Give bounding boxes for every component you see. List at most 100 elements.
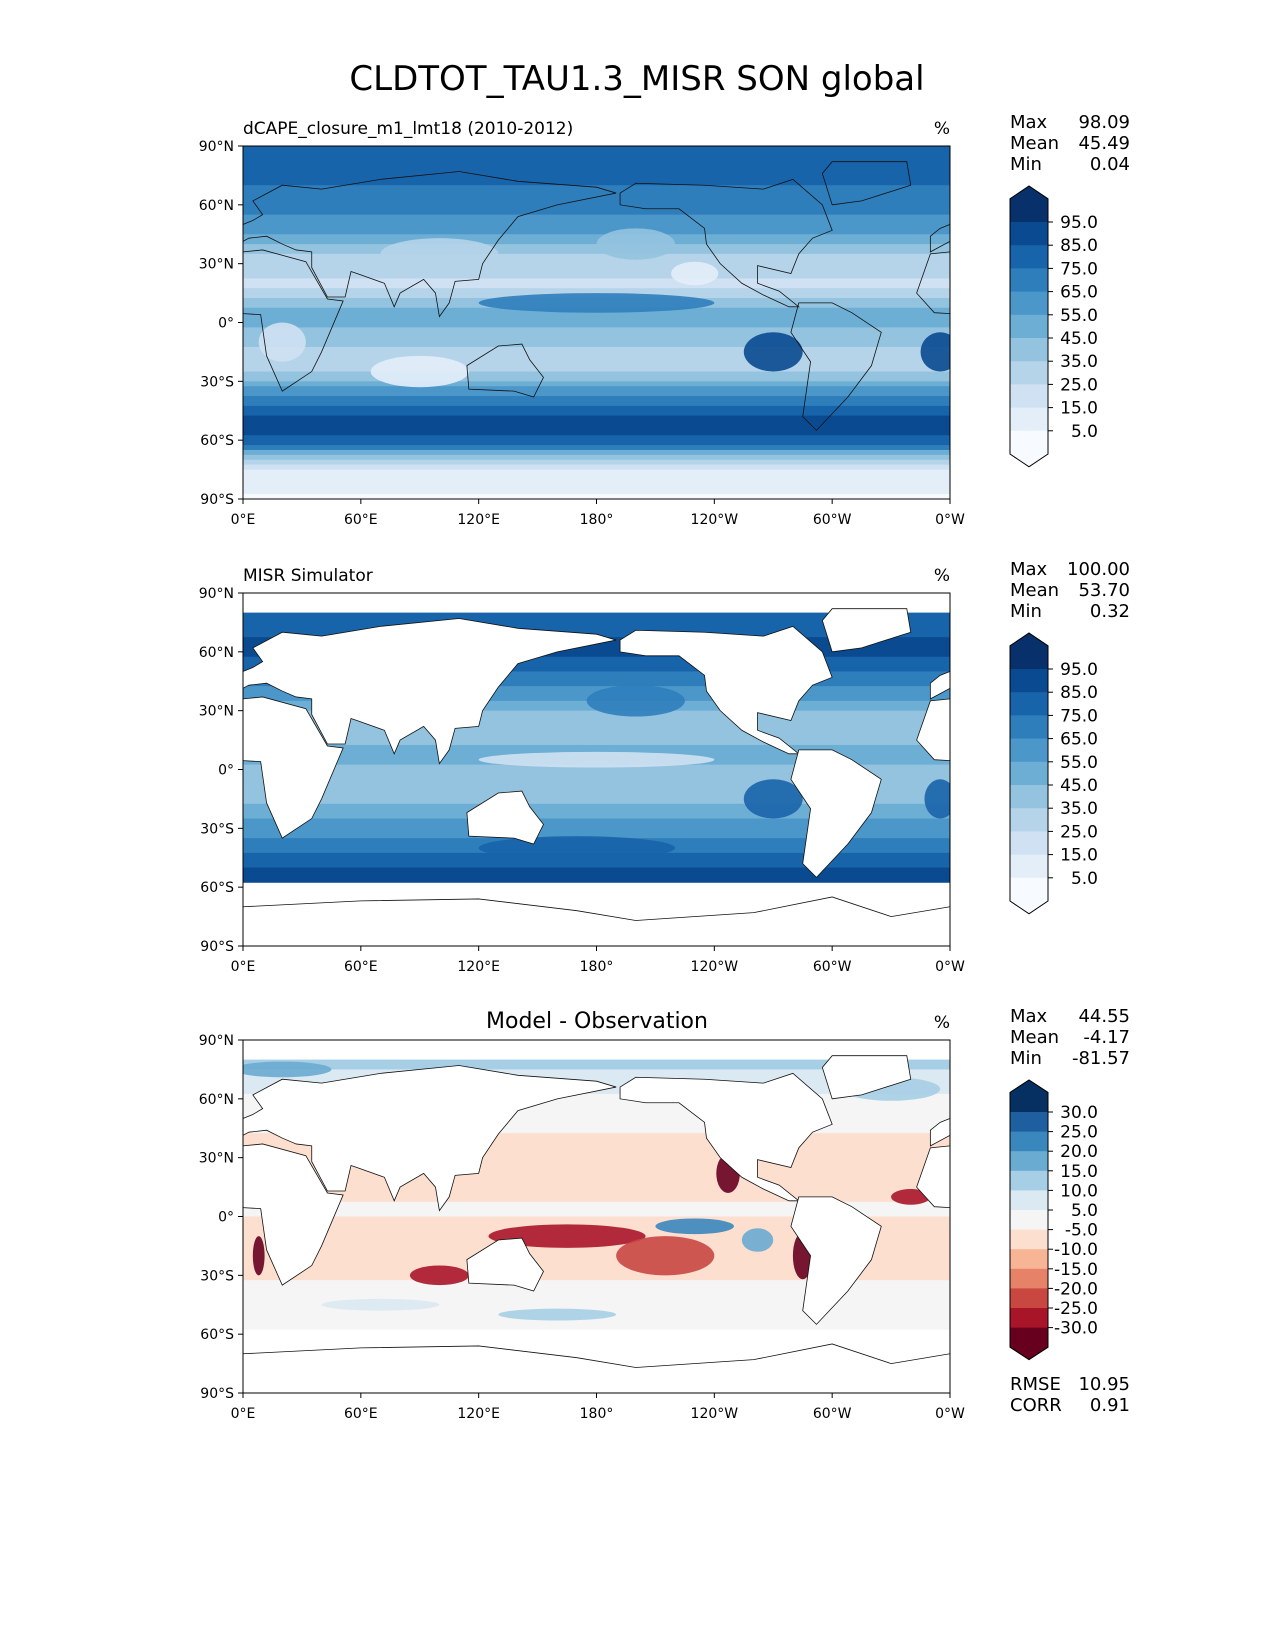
data-band: [243, 1098, 950, 1105]
lat-tick-label: 90°N: [199, 1033, 234, 1049]
data-band: [243, 1250, 950, 1257]
data-band: [243, 666, 950, 672]
coastline-namerica: [619, 1072, 833, 1202]
lon-tick-label: 120°E: [457, 959, 500, 975]
colorbar-segment: [1010, 1308, 1048, 1329]
data-band: [243, 435, 950, 441]
lon-tick-label: 0°E: [231, 1406, 256, 1422]
colorbar-tick-label: 25.0: [1060, 375, 1098, 395]
data-band: [243, 676, 950, 682]
lat-tick-label: 30°N: [199, 257, 234, 273]
colorbar-segment: [1010, 407, 1048, 432]
data-band: [243, 823, 950, 829]
colorbar-segment: [1010, 1229, 1048, 1250]
lat-tick-label: 30°S: [200, 374, 234, 390]
data-band: [243, 857, 950, 864]
colorbar-segment: [1010, 361, 1048, 385]
data-band: [243, 474, 950, 480]
lon-tick-label: 60°W: [813, 1406, 852, 1422]
colorbar-tick-label: 30.0: [1060, 1103, 1098, 1123]
data-band: [243, 317, 950, 323]
colorbar: 95.0 85.0 75.0 65.0 55.0 45.0 35.0 25.0 15.0 5.0: [1009, 185, 1098, 468]
stat-value: 53.70: [1078, 580, 1130, 601]
units-label: %: [934, 566, 950, 586]
data-patch: [498, 1308, 617, 1321]
data-band: [243, 386, 950, 392]
data-patch: [596, 228, 676, 260]
data-band: [243, 342, 950, 348]
data-band: [243, 449, 950, 456]
colorbar-tick-label: 95.0: [1060, 213, 1098, 233]
data-band: [243, 789, 950, 795]
coastline-africa: [243, 249, 344, 392]
stat-label: Mean: [1010, 580, 1059, 601]
colorbar-tick-label: 25.0: [1060, 822, 1098, 842]
data-band: [243, 617, 950, 623]
map-area: [243, 1040, 950, 1393]
data-band: [243, 808, 950, 815]
lat-tick-label: 60°S: [200, 880, 234, 896]
data-band: [243, 1275, 950, 1281]
stat-label: Max: [1010, 1006, 1048, 1027]
data-band: [243, 1182, 950, 1188]
colorbar-tick-label: -25.0: [1054, 1299, 1098, 1319]
data-patch: [616, 1236, 715, 1276]
colorbar-tick-label: 20.0: [1060, 1142, 1098, 1162]
colorbar-segment: [1010, 831, 1048, 856]
data-band: [243, 862, 950, 869]
coastline-antarctica: [243, 1343, 950, 1393]
data-band: [243, 224, 950, 230]
stat-value: 98.09: [1078, 112, 1130, 133]
data-band: [243, 273, 950, 279]
colorbar-segment: [1010, 1190, 1048, 1211]
colorbar-segment: [1010, 291, 1048, 316]
stat-value: 0.04: [1090, 154, 1130, 175]
lon-tick-label: 0°W: [935, 512, 965, 528]
data-band: [243, 278, 950, 284]
data-band: [243, 489, 950, 495]
data-patch: [409, 1265, 469, 1286]
stat-label: Min: [1010, 1048, 1042, 1069]
data-band: [243, 1059, 950, 1066]
data-patch: [370, 355, 469, 388]
lat-tick-label: 60°S: [200, 1327, 234, 1343]
data-band: [243, 1191, 950, 1198]
data-band: [243, 1294, 950, 1301]
coastline-namerica: [619, 625, 833, 755]
data-band: [243, 1304, 950, 1311]
data-patch: [478, 293, 715, 313]
data-band: [243, 1157, 950, 1164]
lat-tick-label: 90°S: [200, 492, 234, 508]
coastline-australia: [466, 1237, 544, 1292]
data-patch: [891, 1189, 931, 1205]
data-patch: [478, 836, 676, 860]
lat-tick-label: 90°S: [200, 939, 234, 955]
data-band: [243, 239, 950, 245]
data-band: [243, 1103, 950, 1110]
data-band: [243, 1093, 950, 1100]
lat-tick-label: 90°N: [199, 139, 234, 155]
data-patch: [488, 1224, 646, 1248]
coastline-samerica: [790, 749, 882, 878]
stat-label: Max: [1010, 112, 1048, 133]
colorbar-segment: [1010, 669, 1048, 693]
data-band: [243, 351, 950, 358]
data-band: [243, 234, 950, 240]
map-area: [243, 593, 950, 946]
data-band: [243, 253, 950, 260]
colorbar-tick-label: -20.0: [1054, 1279, 1098, 1299]
colorbar-tick-label: 25.0: [1060, 1123, 1098, 1143]
data-patch: [743, 332, 803, 372]
data-band: [243, 1123, 950, 1129]
colorbar-segment: [1010, 1210, 1048, 1231]
coastline-australia: [466, 790, 544, 845]
data-band: [243, 1142, 950, 1149]
coastline-samerica: [790, 1196, 882, 1325]
lat-tick-label: 60°S: [200, 433, 234, 449]
data-band: [243, 769, 950, 775]
stat-value: 100.00: [1067, 559, 1130, 580]
coastline-australia: [1174, 344, 1251, 397]
map-panel-2: MISR Simulator % 90°N 60°N 30°N 0° 30°S 60°S 90°…: [199, 559, 1130, 975]
data-band: [243, 656, 950, 663]
colorbar-segment: [1010, 785, 1048, 809]
